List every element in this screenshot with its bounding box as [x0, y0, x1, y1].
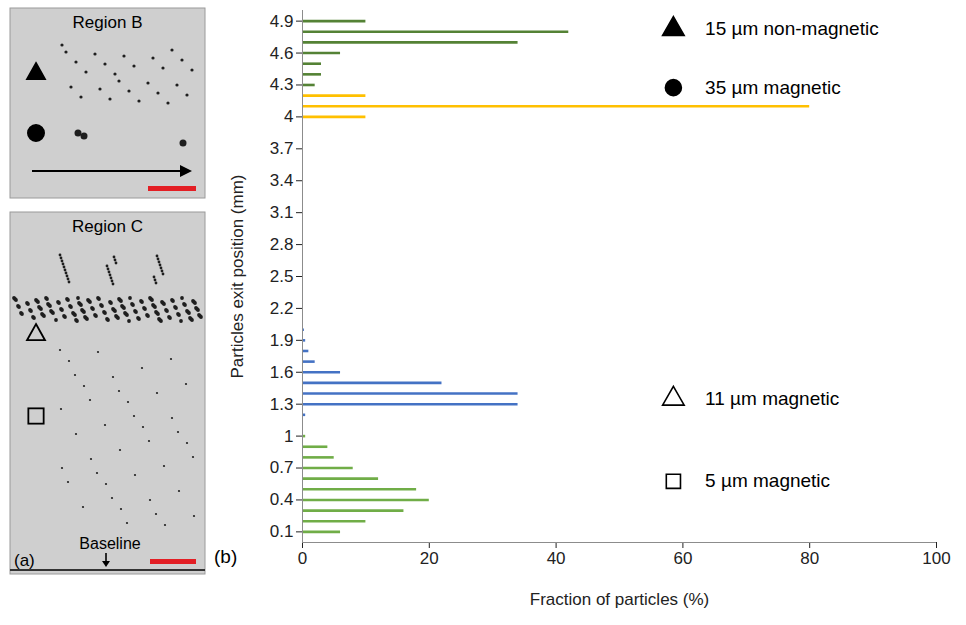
- svg-text:(a): (a): [14, 551, 35, 570]
- svg-text:40: 40: [547, 549, 566, 568]
- svg-text:4.3: 4.3: [270, 75, 294, 94]
- svg-text:1.6: 1.6: [270, 363, 294, 382]
- svg-text:4: 4: [284, 107, 293, 126]
- svg-text:15 µm non-magnetic: 15 µm non-magnetic: [705, 18, 879, 39]
- svg-text:5 µm magnetic: 5 µm magnetic: [705, 470, 830, 491]
- svg-text:0.1: 0.1: [270, 522, 294, 541]
- svg-text:0.4: 0.4: [270, 490, 294, 509]
- svg-text:Region C: Region C: [72, 217, 143, 236]
- svg-text:3.7: 3.7: [270, 139, 294, 158]
- svg-text:Baseline: Baseline: [79, 535, 140, 552]
- svg-text:0: 0: [298, 549, 307, 568]
- svg-text:4.9: 4.9: [270, 12, 294, 31]
- svg-text:2.8: 2.8: [270, 235, 294, 254]
- html-text:(b): (b): [214, 546, 238, 567]
- svg-text:3.1: 3.1: [270, 203, 294, 222]
- svg-text:0.7: 0.7: [270, 458, 294, 477]
- svg-text:2.2: 2.2: [270, 299, 294, 318]
- svg-text:Fraction of particles (%): Fraction of particles (%): [530, 590, 710, 609]
- svg-text:2.5: 2.5: [270, 267, 294, 286]
- svg-text:Region B: Region B: [73, 13, 143, 32]
- svg-text:1: 1: [284, 427, 293, 446]
- svg-text:60: 60: [673, 549, 692, 568]
- svg-text:11 µm magnetic: 11 µm magnetic: [705, 388, 839, 409]
- svg-text:20: 20: [420, 549, 439, 568]
- svg-text:35 µm magnetic: 35 µm magnetic: [705, 77, 841, 98]
- svg-text:3.4: 3.4: [270, 171, 294, 190]
- svg-text:100: 100: [922, 549, 950, 568]
- svg-text:1.9: 1.9: [270, 331, 294, 350]
- svg-text:80: 80: [800, 549, 819, 568]
- svg-text:4.6: 4.6: [270, 44, 294, 63]
- svg-text:1.3: 1.3: [270, 395, 294, 414]
- svg-text:Particles exit position (mm): Particles exit position (mm): [228, 174, 247, 378]
